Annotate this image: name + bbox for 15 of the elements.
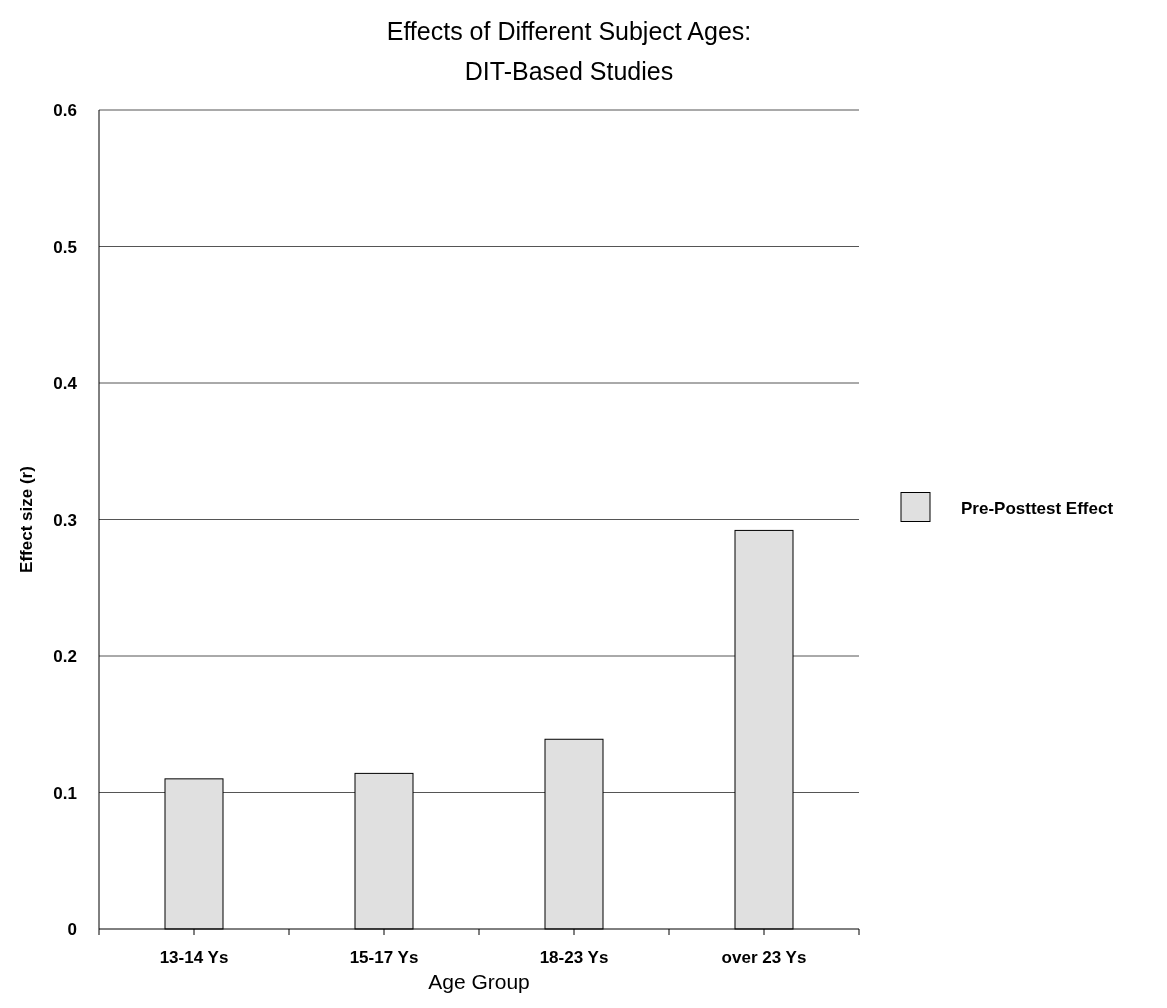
y-tick-label: 0.3 [53, 510, 77, 530]
y-tick-label: 0.2 [53, 647, 77, 666]
y-tick-label: 0 [67, 920, 77, 939]
x-tick-label: 13-14 Ys [159, 948, 229, 967]
y-tick-label: 0.4 [53, 374, 78, 393]
chart-title: Effects of Different Subject Ages: DIT-Based Studies [386, 17, 752, 85]
x-tick-label: over 23 Ys [721, 948, 807, 967]
y-tick-label: 0.5 [53, 237, 77, 257]
x-tick-label: 15-17 Ys [349, 948, 419, 967]
legend-label: Pre-Posttest Effect [961, 498, 1114, 518]
y-axis-title: Effect size (r) [17, 466, 36, 573]
y-tick-label: 0.1 [53, 783, 77, 803]
y-tick-label: 0.6 [53, 101, 77, 120]
x-axis-title: Age Group [428, 970, 530, 993]
x-tick-label: 18-23 Ys [539, 948, 609, 967]
